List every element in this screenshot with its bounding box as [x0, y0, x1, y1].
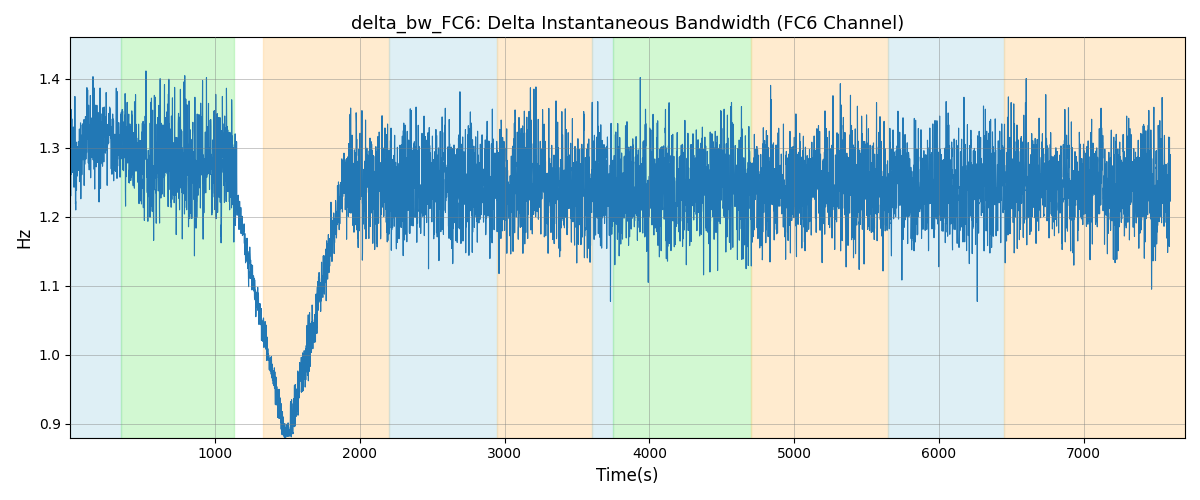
Bar	[592, 38, 613, 438]
Bar	[263, 38, 389, 438]
Bar	[389, 38, 498, 438]
Bar	[751, 38, 888, 438]
Bar	[888, 38, 1004, 438]
Bar	[121, 38, 234, 438]
Bar	[71, 38, 121, 438]
Y-axis label: Hz: Hz	[14, 227, 32, 248]
Bar	[1004, 38, 1186, 438]
Bar	[498, 38, 592, 438]
X-axis label: Time(s): Time(s)	[596, 467, 659, 485]
Bar	[613, 38, 751, 438]
Title: delta_bw_FC6: Delta Instantaneous Bandwidth (FC6 Channel): delta_bw_FC6: Delta Instantaneous Bandwi…	[352, 15, 905, 34]
